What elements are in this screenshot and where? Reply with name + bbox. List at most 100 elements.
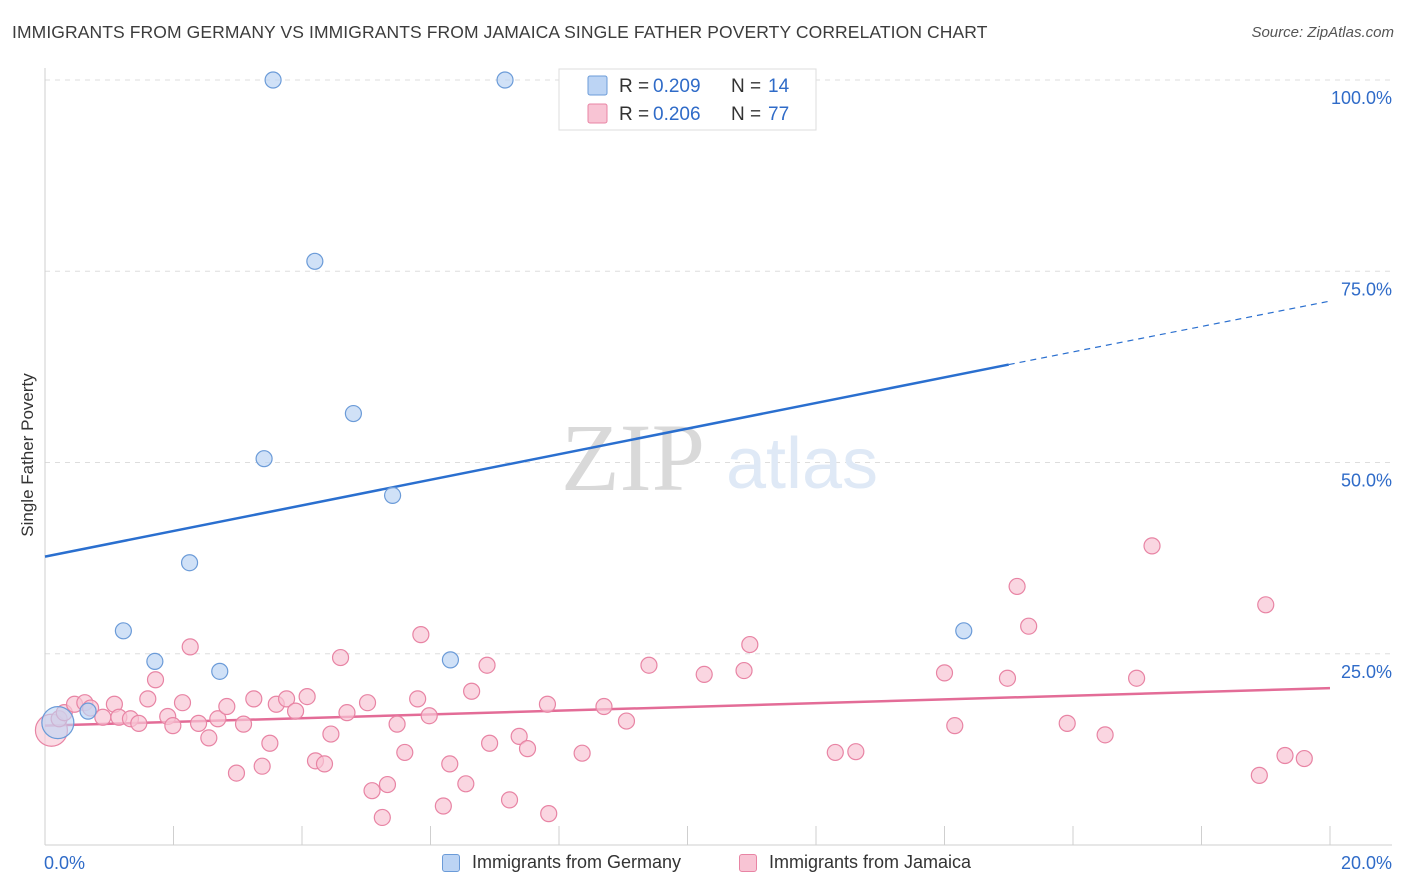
legend-n-label: N = (731, 104, 761, 125)
data-points (34, 71, 1313, 827)
watermark-atlas: atlas (726, 424, 878, 504)
point-jamaica (358, 694, 377, 712)
point-jamaica (500, 791, 519, 809)
point-jamaica (1008, 577, 1026, 596)
point-germany (306, 252, 324, 270)
point-jamaica (826, 743, 844, 762)
chart-title: IMMIGRANTS FROM GERMANY VS IMMIGRANTS FR… (12, 22, 988, 42)
point-jamaica (457, 775, 475, 793)
point-jamaica (200, 729, 218, 747)
point-germany (264, 71, 282, 89)
point-jamaica (1250, 766, 1268, 784)
point-jamaica (735, 661, 753, 680)
watermark: ZIP atlas (561, 404, 878, 511)
legend-n-value-germany: 14 (768, 76, 790, 97)
point-germany (79, 702, 97, 720)
point-jamaica (935, 664, 954, 682)
legend-bottom: Immigrants from Germany Immigrants from … (0, 852, 1406, 878)
point-jamaica (463, 682, 481, 700)
point-germany (146, 652, 164, 671)
point-jamaica (1128, 669, 1146, 687)
point-jamaica (741, 635, 759, 654)
point-jamaica (363, 782, 381, 800)
point-jamaica (478, 656, 496, 674)
trend-lines (44, 300, 1331, 727)
point-germany (344, 404, 362, 423)
point-jamaica (315, 755, 334, 773)
axes (44, 68, 1392, 846)
legend-n-label: N = (731, 76, 761, 97)
y-tick-label: 50.0% (1341, 471, 1392, 491)
point-germany (211, 662, 229, 680)
y-tick-label: 75.0% (1341, 279, 1392, 299)
point-jamaica (139, 690, 157, 708)
point-jamaica (538, 695, 557, 713)
point-jamaica (234, 715, 253, 733)
point-jamaica (209, 710, 227, 728)
legend-top: R = 0.209 N = 14 R = 0.206 N = 77 (558, 68, 817, 131)
point-jamaica (573, 744, 591, 762)
legend-swatch-germany (587, 75, 608, 96)
point-jamaica (409, 690, 427, 708)
point-jamaica (373, 808, 391, 827)
point-jamaica (617, 712, 636, 730)
point-jamaica (378, 775, 397, 794)
point-jamaica (245, 690, 263, 708)
point-jamaica (1096, 726, 1114, 744)
x-tick-label: 20.0% (1341, 853, 1392, 873)
point-jamaica (173, 694, 192, 712)
point-jamaica (595, 697, 613, 716)
legend-item-germany: Immigrants from Germany (442, 852, 681, 873)
point-jamaica (1295, 749, 1313, 768)
point-jamaica (146, 671, 165, 689)
watermark-zip: ZIP (561, 404, 705, 511)
point-jamaica (518, 740, 537, 758)
point-jamaica (434, 797, 452, 815)
point-jamaica (695, 665, 713, 684)
point-germany (255, 450, 273, 468)
point-jamaica (286, 702, 305, 720)
legend-r-label: R = (619, 76, 649, 97)
legend-label-jamaica: Immigrants from Jamaica (769, 852, 972, 872)
point-jamaica (998, 669, 1017, 687)
point-jamaica (218, 697, 236, 716)
point-jamaica (540, 805, 558, 823)
legend-item-jamaica: Immigrants from Jamaica (739, 852, 971, 873)
legend-swatch-germany (442, 853, 460, 872)
point-jamaica (640, 656, 658, 674)
legend-label-germany: Immigrants from Germany (472, 852, 682, 872)
legend-r-value-jamaica: 0.206 (653, 104, 701, 125)
point-jamaica (847, 743, 865, 761)
point-germany (41, 705, 75, 740)
point-jamaica (227, 764, 246, 782)
point-germany (441, 651, 460, 669)
legend-r-label: R = (619, 104, 649, 125)
point-jamaica (388, 715, 406, 733)
point-jamaica (946, 717, 964, 735)
point-jamaica (322, 725, 340, 743)
point-jamaica (94, 708, 112, 726)
point-jamaica (181, 638, 199, 656)
legend-n-value-jamaica: 77 (768, 104, 789, 125)
point-jamaica (1257, 596, 1275, 614)
point-jamaica (396, 743, 414, 762)
trend-line-germany-projection (1008, 300, 1331, 366)
point-jamaica (1058, 714, 1076, 732)
point-jamaica (481, 734, 499, 752)
point-germany (496, 71, 514, 89)
point-jamaica (277, 690, 296, 708)
y-tick-label: 100.0% (1331, 88, 1392, 108)
point-germany (955, 622, 973, 640)
point-jamaica (189, 714, 208, 732)
tick-labels: 25.0% 50.0% 75.0% 100.0% 0.0% 20.0% (44, 88, 1392, 873)
point-germany (114, 622, 132, 640)
point-jamaica (331, 648, 350, 667)
point-jamaica (510, 727, 528, 745)
point-jamaica (298, 687, 316, 706)
legend-r-value-germany: 0.209 (653, 76, 701, 97)
point-jamaica (1276, 746, 1294, 765)
point-jamaica (338, 704, 356, 722)
trend-line-germany (44, 363, 1009, 558)
trend-line-jamaica (44, 686, 1331, 727)
